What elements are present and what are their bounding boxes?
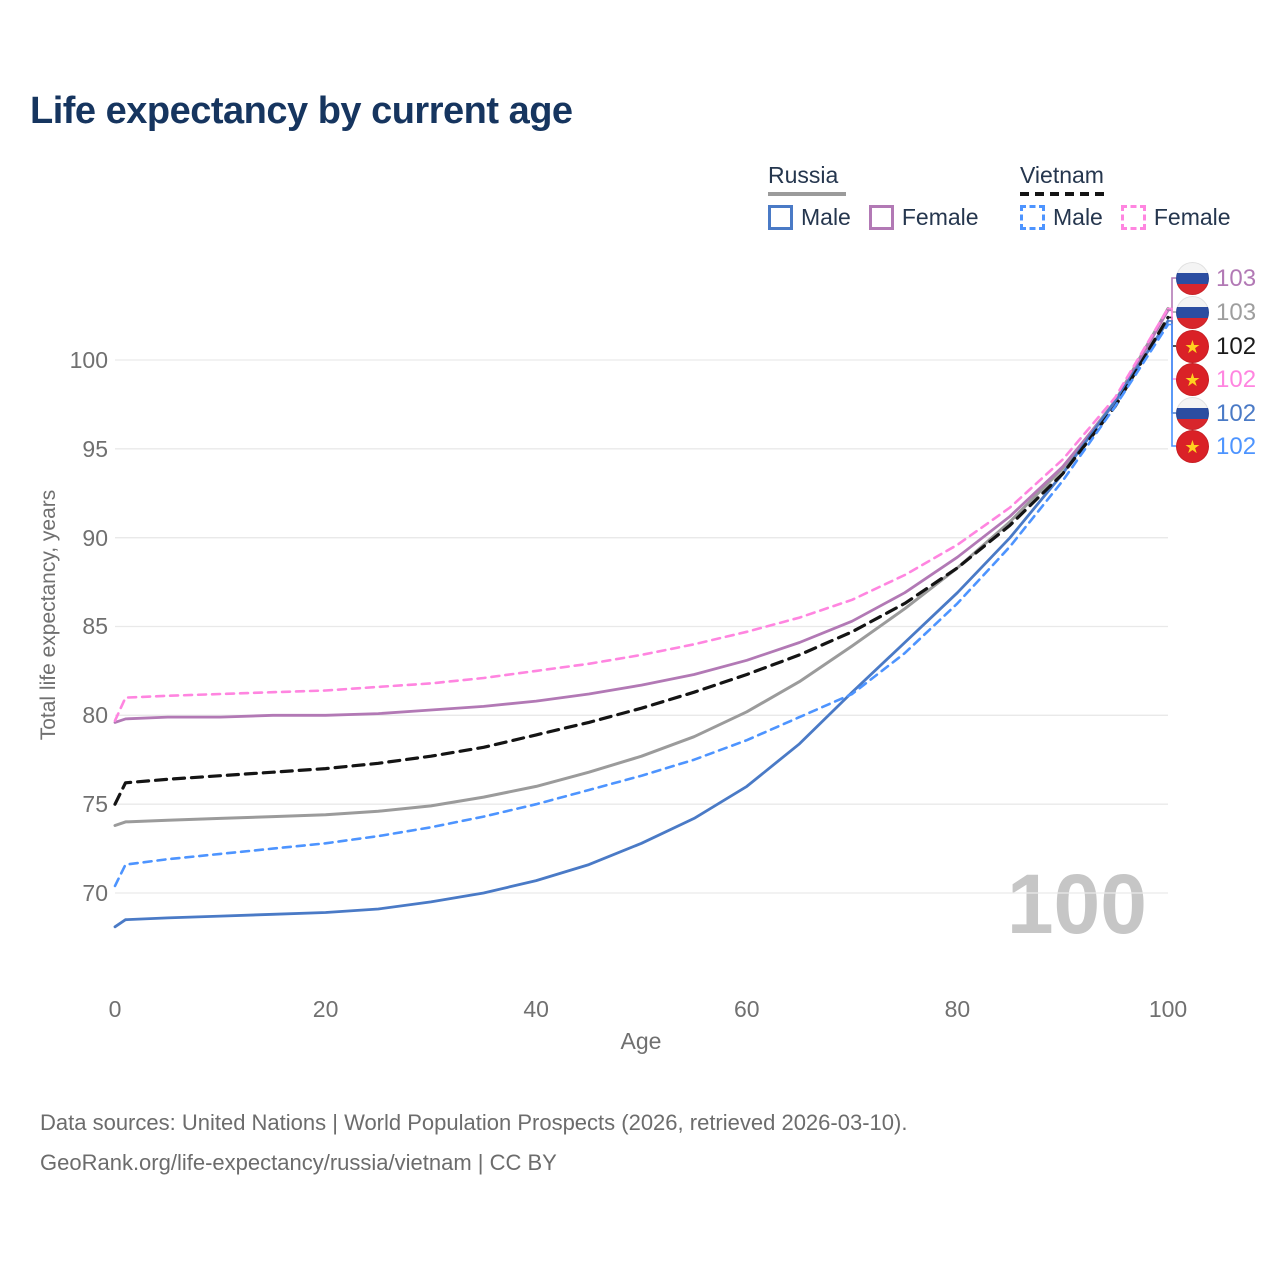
leader-line-russia_female: [1167, 277, 1176, 312]
star-icon: ★: [1184, 436, 1201, 457]
end-label-row-vietnam_total: ★ 102: [1176, 330, 1256, 363]
x-axis-title: Age: [620, 1028, 662, 1054]
end-label-row-russia_total: 103: [1176, 296, 1256, 329]
y-tick-label-95: 95: [82, 435, 108, 462]
series-line-russia_total: [113, 307, 1170, 827]
end-label-row-vietnam_female: ★ 102: [1176, 363, 1256, 396]
legend-row-russia: Male Female: [768, 204, 979, 231]
legend-group-vietnam: Vietnam Male Female: [1020, 162, 1231, 231]
russia-male-swatch-icon: [768, 205, 793, 230]
russia-flag-icon: [1176, 296, 1209, 329]
legend-item-vietnam-female[interactable]: Female: [1120, 204, 1231, 231]
end-label-value: 102: [1216, 399, 1257, 427]
leader-line-russia_male: [1167, 320, 1176, 414]
series-line-vietnam_female: [113, 307, 1170, 723]
leader-line-russia_total: [1167, 307, 1176, 313]
x-tick-label-60: 60: [734, 996, 760, 1022]
legend-underline-vietnam: [1020, 192, 1110, 196]
y-tick-label-75: 75: [82, 791, 108, 818]
x-tick-label-20: 20: [312, 996, 339, 1022]
russia-female-swatch-icon: [868, 205, 894, 230]
legend-country-russia: Russia: [768, 162, 839, 188]
vietnam-male-swatch-icon: [1020, 205, 1045, 230]
vietnam-flag-icon: ★: [1176, 430, 1209, 463]
russia-flag-icon: [1176, 397, 1209, 430]
y-tick-label-90: 90: [82, 524, 108, 551]
star-icon: ★: [1184, 369, 1201, 390]
age-watermark: 100: [1006, 857, 1147, 951]
legend-underline-russia: [768, 192, 846, 196]
x-tick-label-40: 40: [523, 996, 549, 1022]
legend-label-russia-male: Male: [801, 204, 851, 230]
end-label-value: 102: [1216, 432, 1257, 460]
leader-line-vietnam_male: [1167, 323, 1176, 447]
end-label-value: 102: [1216, 332, 1257, 360]
series-line-vietnam_total: [113, 315, 1170, 806]
end-label-value: 102: [1216, 365, 1257, 393]
y-tick-label-85: 85: [82, 613, 108, 640]
end-label-row-russia_male: 102: [1176, 397, 1256, 430]
x-tick-label-80: 80: [944, 996, 971, 1022]
legend-item-russia-female[interactable]: Female: [868, 204, 979, 231]
y-tick-label-100: 100: [69, 346, 108, 373]
end-label-value: 103: [1216, 298, 1257, 326]
x-tick-label-0: 0: [108, 996, 122, 1022]
star-icon: ★: [1184, 336, 1201, 357]
leader-line-vietnam_female: [1167, 307, 1176, 380]
y-tick-label-70: 70: [82, 880, 108, 906]
legend-label-russia-female: Female: [901, 204, 979, 230]
end-label-row-vietnam_male: ★ 102: [1176, 430, 1256, 463]
legend-item-russia-male[interactable]: Male: [768, 204, 851, 231]
series-line-russia_female: [113, 308, 1170, 724]
data-sources-text: Data sources: United Nations | World Pop…: [40, 1110, 908, 1135]
series-line-russia_male: [113, 319, 1170, 929]
series-line-vietnam_male: [113, 323, 1170, 888]
y-tick-label-80: 80: [82, 702, 108, 729]
attribution-text: GeoRank.org/life-expectancy/russia/vietn…: [40, 1150, 557, 1175]
vietnam-flag-icon: ★: [1176, 330, 1209, 363]
legend-row-vietnam: Male Female: [1020, 204, 1231, 231]
legend-label-vietnam-male: Male: [1053, 204, 1103, 230]
legend-label-vietnam-female: Female: [1153, 204, 1231, 230]
page-title: Life expectancy by current age: [30, 90, 573, 132]
end-label-value: 103: [1216, 264, 1257, 292]
vietnam-flag-icon: ★: [1176, 363, 1209, 396]
legend-group-russia: Russia Male Female: [768, 162, 979, 231]
vietnam-female-swatch-icon: [1120, 205, 1146, 230]
legend-country-vietnam: Vietnam: [1020, 162, 1104, 188]
x-tick-label-100: 100: [1148, 996, 1188, 1022]
russia-flag-icon: [1176, 262, 1209, 295]
legend-item-vietnam-male[interactable]: Male: [1020, 204, 1103, 231]
leader-line-vietnam_total: [1167, 316, 1176, 347]
end-label-row-russia_female: 103: [1176, 262, 1256, 295]
